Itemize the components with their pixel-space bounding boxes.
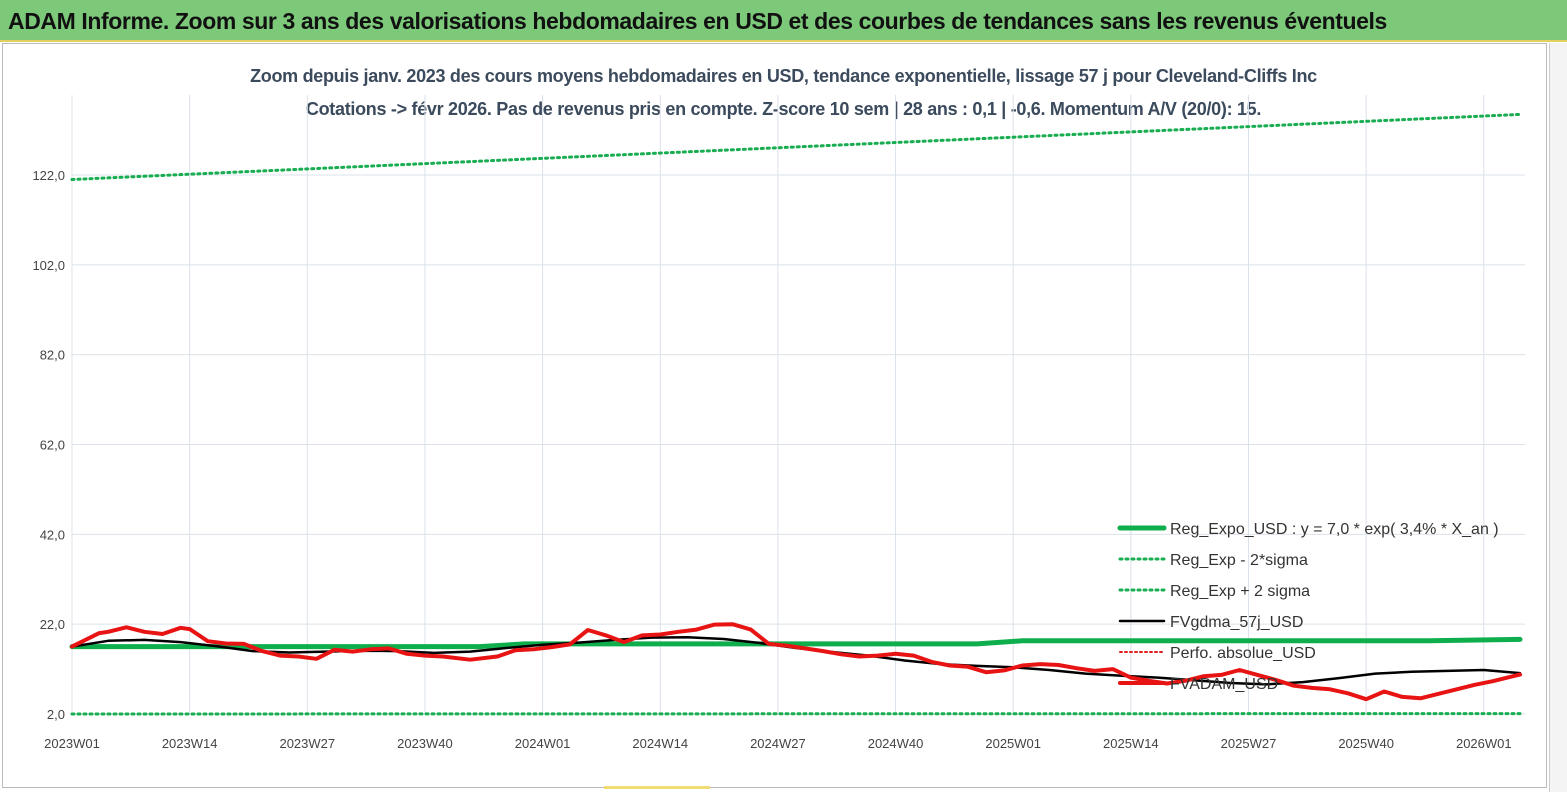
series-reg-expo (69, 636, 1523, 650)
y-tick-label: 62,0 (40, 438, 65, 453)
chart-subtitle: Cotations -> févr 2026. Pas de revenus p… (305, 99, 1262, 119)
y-axis: 122,0 102,0 82,0 62,0 42,0 22,0 2,0 (32, 168, 65, 722)
legend-label: Perfo. absolue_USD (1170, 645, 1316, 662)
y-tick-label: 22,0 (40, 617, 65, 632)
series-fvadam (70, 622, 1522, 702)
gridlines (71, 95, 1525, 715)
y-tick-label: 2,0 (47, 707, 65, 722)
x-tick-label: 2025W01 (985, 736, 1041, 751)
x-tick-label: 2023W40 (397, 736, 453, 751)
footer-mark (604, 786, 710, 789)
legend-label: Reg_Expo_USD : y = 7,0 * exp( 3,4% * X_a… (1170, 521, 1499, 538)
chart-frame (2, 43, 1547, 788)
legend-label: Reg_Exp - 2*sigma (1170, 552, 1308, 569)
series-reg-plus-2sigma (70, 112, 1522, 181)
x-tick-label: 2026W01 (1456, 736, 1512, 751)
y-tick-label: 122,0 (32, 168, 65, 183)
legend: Reg_Expo_USD : y = 7,0 * exp( 3,4% * X_a… (1117, 521, 1499, 693)
report-banner: ADAM Informe. Zoom sur 3 ans des valoris… (0, 0, 1567, 42)
y-tick-label: 42,0 (40, 527, 65, 542)
x-axis: 2023W01 2023W14 2023W27 2023W40 2024W01 2024W… (44, 736, 1511, 751)
series-lines (69, 112, 1523, 716)
x-tick-label: 2023W01 (44, 736, 100, 751)
report-title: ADAM Informe. Zoom sur 3 ans des valoris… (8, 8, 1387, 34)
x-tick-label: 2025W14 (1103, 736, 1159, 751)
legend-label: Reg_Exp + 2 sigma (1170, 583, 1310, 600)
x-tick-label: 2025W27 (1221, 736, 1277, 751)
x-tick-label: 2025W40 (1338, 736, 1394, 751)
y-tick-label: 82,0 (40, 348, 65, 363)
x-tick-label: 2024W01 (515, 736, 571, 751)
scrollbar[interactable] (1549, 43, 1567, 792)
x-tick-label: 2023W14 (162, 736, 218, 751)
x-tick-label: 2024W40 (868, 736, 924, 751)
x-tick-label: 2024W14 (632, 736, 688, 751)
legend-label: FVADAM_USD (1170, 676, 1278, 693)
chart-title: Zoom depuis janv. 2023 des cours moyens … (250, 66, 1317, 86)
legend-label: FVgdma_57j_USD (1170, 614, 1303, 631)
x-tick-label: 2023W27 (279, 736, 335, 751)
y-tick-label: 102,0 (32, 258, 65, 273)
x-tick-label: 2024W27 (750, 736, 806, 751)
